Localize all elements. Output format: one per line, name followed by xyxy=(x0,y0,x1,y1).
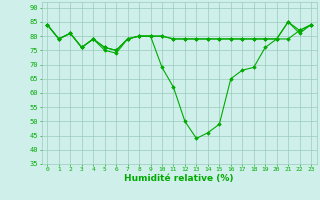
X-axis label: Humidité relative (%): Humidité relative (%) xyxy=(124,174,234,183)
